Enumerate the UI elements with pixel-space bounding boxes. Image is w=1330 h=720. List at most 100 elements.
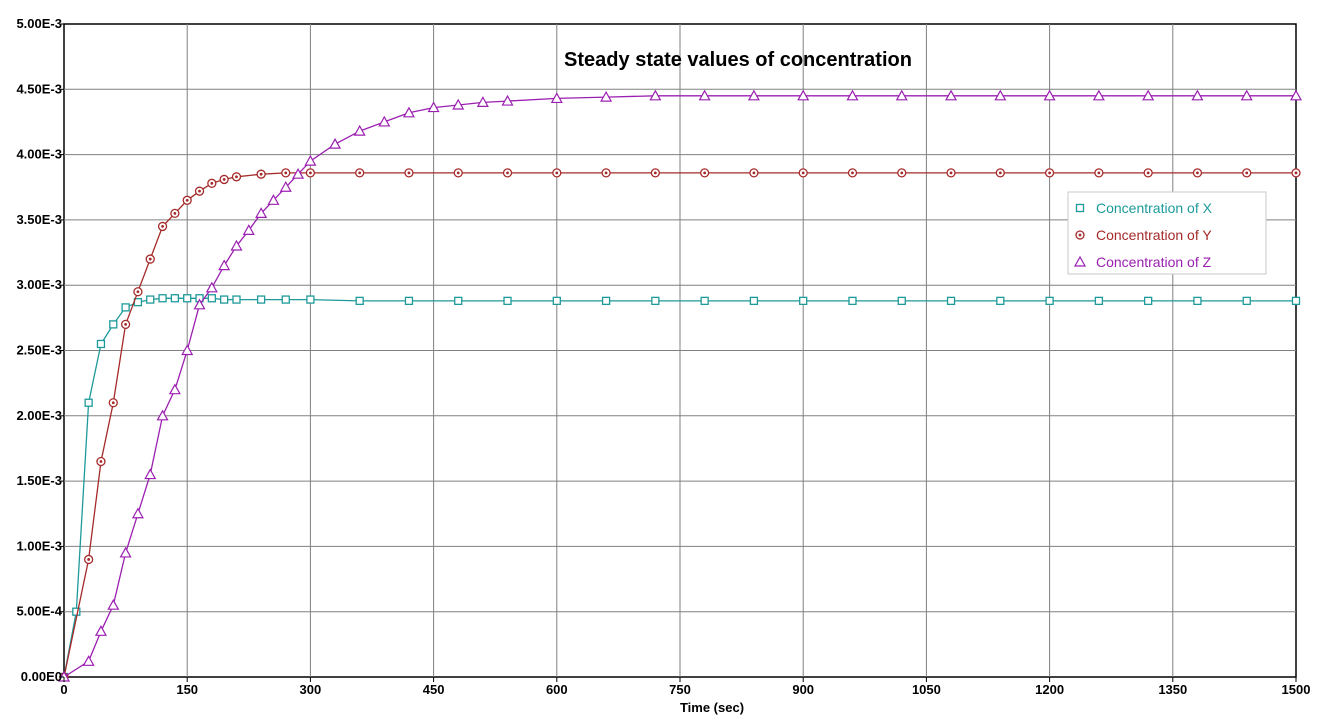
data-point <box>454 296 463 306</box>
data-point <box>353 124 366 136</box>
data-point <box>107 598 120 610</box>
data-point <box>220 295 229 304</box>
data-point <box>378 115 391 127</box>
data-point <box>846 89 859 101</box>
data-point <box>96 339 106 349</box>
legend-marker <box>1073 255 1087 267</box>
data-point-center <box>1048 171 1051 175</box>
data-point <box>550 92 563 104</box>
legend-marker <box>1075 203 1085 213</box>
data-point <box>503 296 512 306</box>
y-tick-label: 2.00E-3 <box>16 408 62 423</box>
data-point <box>1240 89 1253 101</box>
x-tick-label: 600 <box>546 682 568 697</box>
data-point-center <box>1294 171 1298 175</box>
series-line-concentration-of-z <box>63 95 1296 678</box>
data-point <box>749 296 759 306</box>
data-point <box>281 295 290 304</box>
legend-entry-label: Concentration of Z <box>1096 254 1212 270</box>
y-axis-ticks: 0.00E0 5.00E-4 1.00E-3 1.50E-3 2.00E-3 2.50E-… <box>16 16 64 684</box>
data-point <box>897 296 906 306</box>
data-point <box>292 167 305 179</box>
legend-entry-label: Concentration of Y <box>1096 227 1212 243</box>
data-point-center <box>456 171 460 175</box>
data-point-center <box>358 171 362 175</box>
data-point-center <box>506 171 509 175</box>
data-point <box>109 320 118 329</box>
data-point <box>895 89 908 101</box>
data-point <box>1144 296 1153 306</box>
data-point <box>747 89 760 101</box>
data-point-center <box>752 171 756 175</box>
data-point <box>1291 296 1301 306</box>
data-point <box>255 207 268 218</box>
data-point <box>1142 89 1155 101</box>
series-layer <box>57 89 1303 682</box>
y-tick-label: 1.50E-3 <box>16 473 62 488</box>
data-point <box>181 344 194 356</box>
data-point-center <box>161 225 164 228</box>
data-point <box>232 295 241 304</box>
data-point <box>306 295 315 304</box>
data-point <box>501 94 514 106</box>
data-point <box>146 295 155 304</box>
y-tick-label: 2.50E-3 <box>16 343 62 358</box>
data-point-center <box>949 171 953 175</box>
data-point-center <box>801 171 805 175</box>
y-tick-label: 5.00E-4 <box>16 604 62 619</box>
data-point <box>84 398 93 407</box>
data-point-center <box>198 189 201 193</box>
data-point <box>1242 296 1251 306</box>
data-point-center <box>148 257 152 261</box>
x-tick-label: 1050 <box>912 682 941 697</box>
y-tick-label: 5.00E-3 <box>16 16 62 31</box>
data-point <box>848 296 857 306</box>
data-point-center <box>1097 171 1101 175</box>
data-point <box>476 96 489 107</box>
data-point <box>304 154 317 166</box>
data-point <box>121 303 130 312</box>
y-tick-label: 0.00E0 <box>21 669 62 684</box>
data-point-center <box>173 211 177 215</box>
data-point <box>601 296 611 306</box>
data-point <box>1193 296 1202 306</box>
x-tick-label: 900 <box>792 682 814 697</box>
data-point-center <box>185 198 189 202</box>
data-point-center <box>210 181 214 185</box>
data-point <box>82 655 95 666</box>
data-point <box>1094 296 1104 306</box>
data-point-center <box>99 460 103 463</box>
data-point <box>205 281 218 293</box>
y-tick-label: 4.50E-3 <box>16 81 62 96</box>
data-point-center <box>1245 171 1249 175</box>
data-point <box>183 294 192 303</box>
grid <box>64 24 1296 677</box>
x-axis-ticks: 0 150 300 450 600 750 900 1050 1200 1350 1500 <box>60 677 1310 697</box>
data-point <box>156 409 169 421</box>
data-point-center <box>235 175 238 179</box>
data-point <box>193 298 206 310</box>
data-point <box>996 296 1005 306</box>
legend: Concentration of X Concentration of Y Conc… <box>1067 191 1267 275</box>
data-point <box>279 181 292 192</box>
data-point <box>94 625 107 636</box>
x-tick-label: 750 <box>669 682 691 697</box>
data-point <box>1092 89 1105 101</box>
series-concentration-of-y <box>59 168 1301 682</box>
data-point <box>267 194 280 205</box>
data-point <box>945 89 958 101</box>
data-point-center <box>309 171 312 175</box>
data-point <box>131 507 144 519</box>
data-point <box>119 546 132 558</box>
data-point <box>256 295 266 304</box>
data-point <box>329 137 342 149</box>
x-tick-label: 300 <box>300 682 322 697</box>
data-point-center <box>124 322 127 326</box>
data-point-center <box>555 171 559 175</box>
data-point <box>168 383 181 395</box>
chart-title: Steady state values of concentration <box>564 49 912 71</box>
data-point <box>1191 89 1204 101</box>
legend-marker-center <box>1078 233 1082 237</box>
